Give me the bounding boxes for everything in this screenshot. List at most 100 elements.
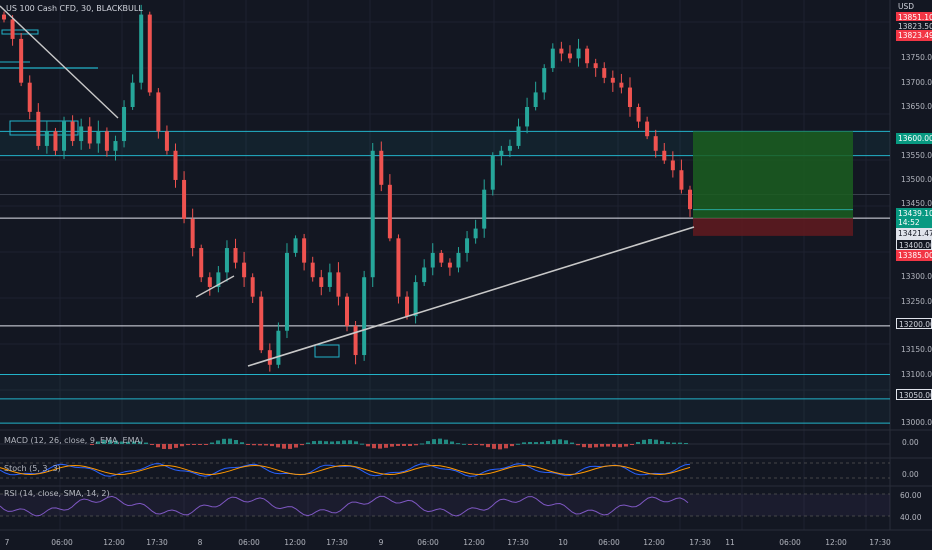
candle-body — [293, 238, 298, 253]
macd-bar — [342, 440, 346, 444]
candle-body — [164, 131, 169, 151]
macd-bar — [336, 441, 340, 444]
macd-bar — [618, 444, 622, 448]
current-price-tag: 13439.10 — [896, 208, 932, 219]
macd-bar — [210, 442, 214, 444]
macd-bar — [492, 444, 496, 449]
macd-bar — [180, 444, 184, 447]
macd-bar — [354, 441, 358, 444]
price-tick: 13500.00 — [901, 174, 932, 184]
candle-body — [87, 126, 92, 144]
macd-bar — [510, 444, 514, 447]
candle-body — [336, 272, 341, 297]
macd-bar — [528, 441, 532, 444]
macd-bar — [222, 438, 226, 444]
macd-bar — [450, 441, 454, 444]
candle-body — [370, 150, 375, 278]
time-tick: 17:30 — [326, 538, 348, 547]
macd-bar — [558, 439, 562, 444]
macd-bar — [216, 440, 220, 444]
macd-bar — [270, 444, 274, 447]
macd-bar — [348, 440, 352, 444]
price-tick: 13250.00 — [901, 296, 932, 306]
candle-body — [173, 150, 178, 180]
candle-body — [619, 82, 624, 88]
candle-body — [2, 14, 6, 20]
macd-bar — [684, 443, 688, 445]
rsi-band — [0, 494, 890, 516]
macd-bar — [468, 444, 472, 445]
price-tick: 13000.00 — [901, 418, 932, 428]
macd-bar — [444, 439, 448, 444]
candle-body — [413, 282, 418, 317]
candle-body — [387, 184, 392, 239]
price-tag-13050: 13050.00 — [896, 389, 932, 400]
time-tick: 06:00 — [779, 538, 801, 547]
short-trendline — [195, 275, 235, 298]
macd-bar — [654, 439, 658, 444]
macd-bar — [438, 438, 442, 444]
macd-bar — [288, 444, 292, 449]
candle-body — [602, 68, 607, 78]
macd-bar — [186, 444, 190, 446]
macd-bar — [162, 444, 166, 449]
candle-body — [79, 126, 84, 142]
stop-price-tag: 13385.00 — [896, 250, 932, 261]
rsi-label[interactable]: RSI (14, close, SMA, 14, 2) — [4, 489, 110, 498]
macd-bar — [480, 444, 484, 446]
candle-body — [113, 141, 118, 151]
candle-body — [310, 262, 315, 278]
target-price-tag: 13600.00 — [896, 133, 932, 144]
candle-body — [576, 48, 581, 59]
candle-body — [422, 267, 427, 283]
candle-body — [379, 150, 384, 185]
stoch-label[interactable]: Stoch (5, 3, 3) — [4, 464, 61, 473]
macd-bar — [264, 444, 268, 446]
macd-bar — [582, 444, 586, 448]
macd-bar — [96, 441, 100, 444]
macd-bar — [246, 444, 250, 445]
candle-body — [345, 296, 349, 326]
price-tick: 13550.00 — [901, 150, 932, 160]
candle-body — [362, 277, 367, 356]
macd-bar — [474, 444, 478, 445]
price-tick: 13450.00 — [901, 199, 932, 209]
macd-bar — [420, 443, 424, 445]
candle-body — [10, 19, 15, 39]
candle-body — [130, 82, 135, 107]
macd-bar — [576, 444, 580, 446]
macd-bar — [252, 444, 256, 446]
macd-bar — [462, 443, 466, 445]
candle-body — [525, 107, 530, 127]
macd-bar — [612, 444, 616, 447]
macd-bar — [102, 439, 106, 444]
chart-title[interactable]: US 100 Cash CFD, 30, BLACKBULL — [6, 4, 143, 13]
time-tick: 12:00 — [284, 538, 306, 547]
macd-bar — [426, 441, 430, 444]
time-tick: 10 — [558, 538, 568, 547]
macd-bar — [594, 444, 598, 448]
usd-tag[interactable]: USD — [896, 1, 932, 12]
candle-body — [507, 145, 512, 151]
macd-label[interactable]: MACD (12, 26, close, 9, EMA, EMA) — [4, 436, 144, 445]
price-tag-top2: 13823.50 — [896, 21, 932, 32]
macd-zero-tick: 0.00 — [902, 438, 919, 447]
macd-bar — [666, 442, 670, 444]
time-tick: 06:00 — [598, 538, 620, 547]
candle-body — [405, 296, 410, 317]
macd-bar — [432, 439, 436, 444]
macd-bar — [312, 441, 316, 444]
countdown-tag: 14:52 — [896, 217, 932, 228]
time-tick: 12:00 — [463, 538, 485, 547]
candle-body — [27, 82, 32, 112]
time-tick: 17:30 — [146, 538, 168, 547]
macd-bar — [360, 443, 364, 445]
candle-body — [533, 92, 538, 107]
candle-body — [44, 131, 49, 146]
macd-bar — [156, 444, 160, 448]
macd-bar — [636, 441, 640, 444]
candle-body — [670, 160, 675, 171]
candle-body — [70, 121, 75, 142]
candle-body — [104, 131, 109, 151]
